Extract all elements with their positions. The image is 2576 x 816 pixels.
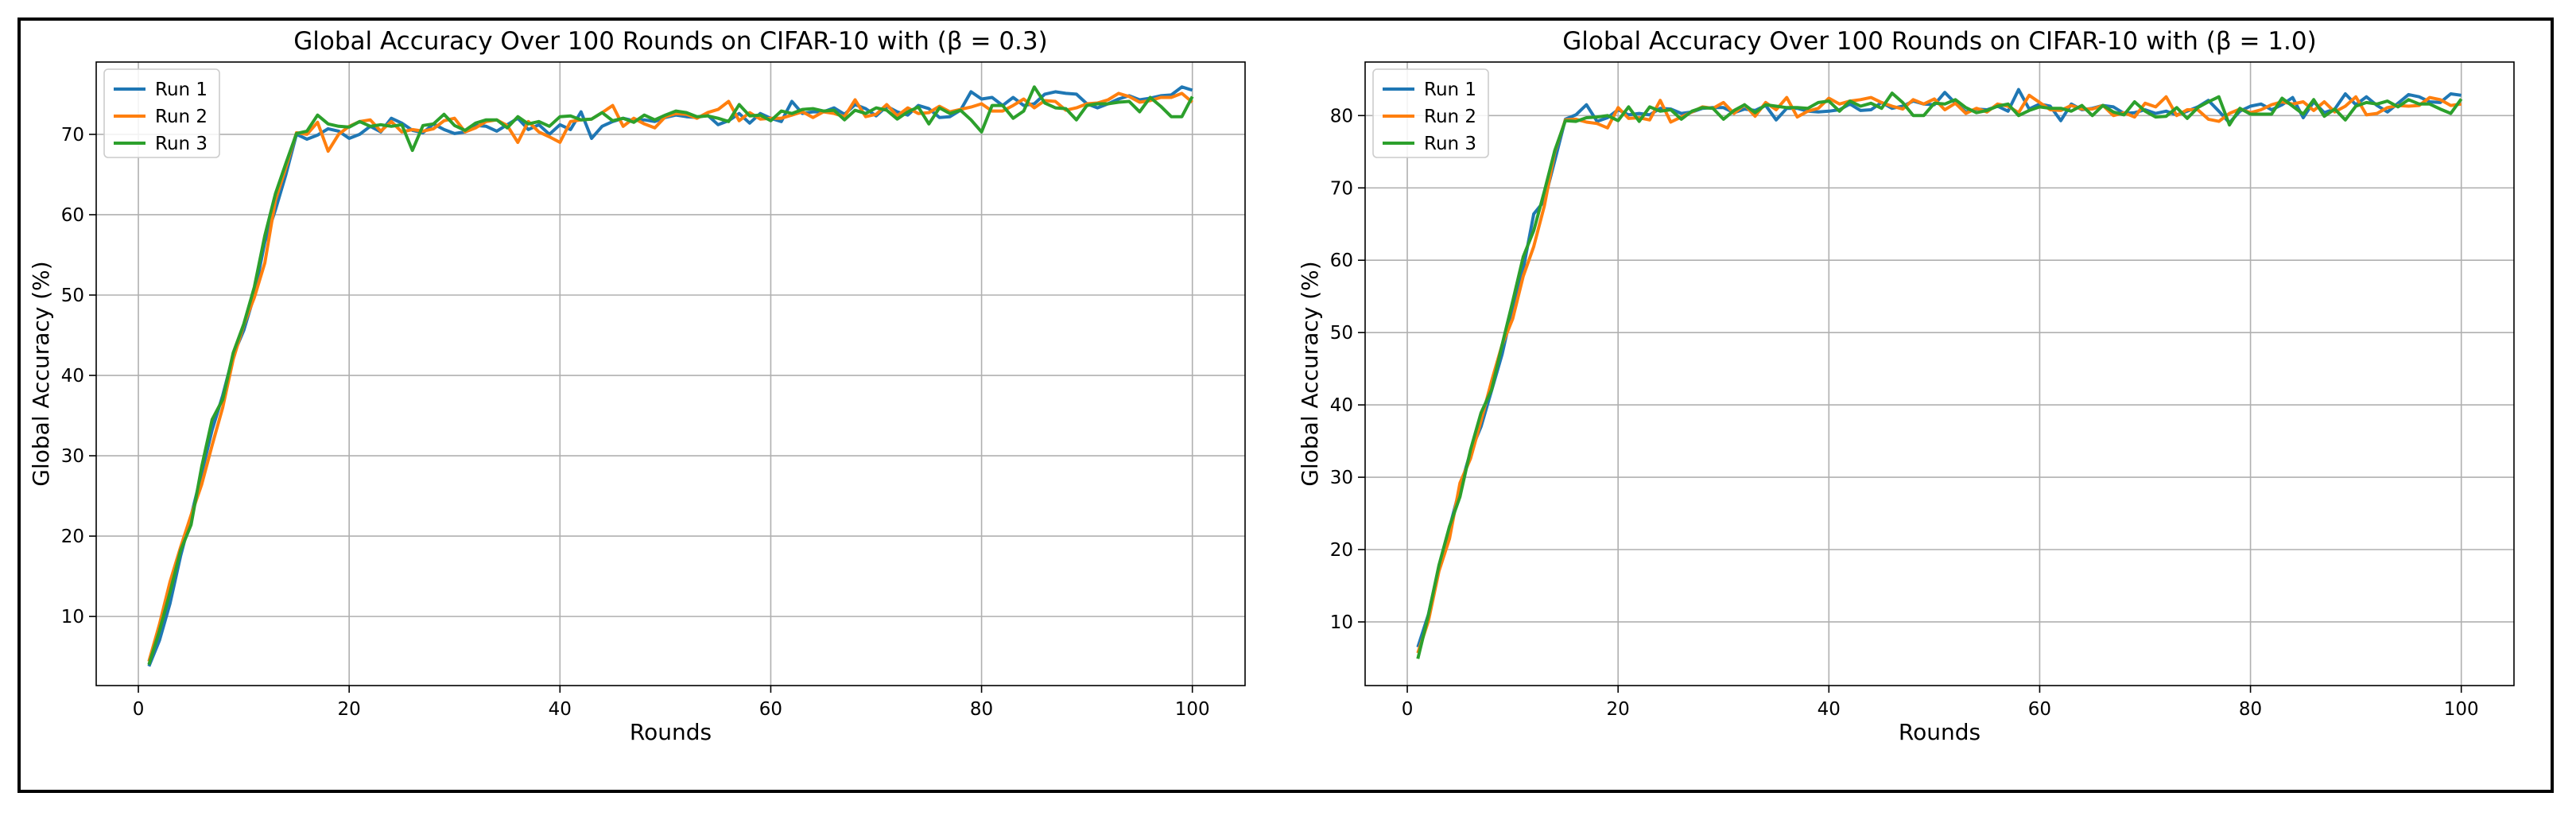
y-tick-label: 10 [61, 607, 84, 628]
y-tick-label: 30 [1330, 468, 1353, 488]
y-tick-label: 70 [1330, 178, 1353, 199]
series-lines [1416, 87, 2463, 659]
chart-beta-1.0: Global Accuracy Over 100 Rounds on CIFAR… [1297, 27, 2515, 745]
legend: Run 1 Run 2 Run 3 [103, 68, 220, 158]
x-tick-label: 40 [1818, 699, 1841, 720]
y-tick-label: 30 [61, 446, 84, 467]
y-tick-label: 20 [1330, 540, 1353, 561]
y-tick-label: 40 [61, 366, 84, 387]
x-tick-label: 20 [1607, 699, 1630, 720]
series-line-run-1 [1416, 87, 2462, 648]
legend-label: Run 1 [155, 80, 208, 100]
axis-ticks: 0 20 40 60 80 100 10 20 30 40 50 60 70 80 [1330, 106, 2479, 720]
legend-label: Run 3 [1424, 134, 1476, 154]
y-tick-label: 10 [1330, 612, 1353, 633]
x-tick-label: 80 [2239, 699, 2262, 720]
y-tick-label: 60 [61, 205, 84, 226]
series-line-run-1 [147, 85, 1193, 667]
x-axis-label: Rounds [630, 719, 712, 745]
series-line-run-2 [1416, 93, 2462, 654]
x-tick-label: 60 [759, 699, 782, 720]
y-axis-label: Global Accuracy (%) [1297, 261, 1323, 486]
plot-area [95, 61, 1246, 686]
x-tick-label: 0 [1402, 699, 1414, 720]
legend-box [1372, 68, 1489, 158]
x-tick-label: 100 [2444, 699, 2479, 720]
legend: Run 1 Run 2 Run 3 [1372, 68, 1489, 158]
y-tick-label: 70 [61, 125, 84, 146]
x-tick-label: 20 [338, 699, 361, 720]
y-tick-label: 40 [1330, 395, 1353, 416]
chart-beta-0.3: Global Accuracy Over 100 Rounds on CIFAR… [28, 27, 1246, 745]
legend-label: Run 1 [1424, 80, 1476, 100]
y-tick-label: 50 [1330, 323, 1353, 344]
grid-lines [1365, 62, 2514, 686]
y-axis-label: Global Accuracy (%) [28, 261, 54, 486]
legend-label: Run 2 [1424, 107, 1476, 127]
legend-box [103, 68, 220, 158]
axis-ticks: 0 20 40 60 80 100 10 20 30 40 50 60 70 [61, 125, 1210, 720]
plot-area [1364, 61, 2515, 686]
y-tick-label: 20 [61, 527, 84, 547]
series-line-run-3 [1416, 91, 2463, 659]
x-axis-label: Rounds [1899, 719, 1980, 745]
series-line-run-2 [147, 91, 1193, 663]
x-tick-label: 0 [133, 699, 145, 720]
chart-title: Global Accuracy Over 100 Rounds on CIFAR… [1562, 27, 2316, 56]
y-tick-label: 80 [1330, 106, 1353, 126]
series-line-run-3 [147, 85, 1194, 666]
series-lines [147, 85, 1194, 667]
legend-label: Run 3 [155, 134, 208, 154]
x-tick-label: 40 [549, 699, 572, 720]
grid-lines [96, 62, 1245, 686]
x-tick-label: 80 [970, 699, 993, 720]
chart-title: Global Accuracy Over 100 Rounds on CIFAR… [293, 27, 1047, 56]
x-tick-label: 60 [2028, 699, 2051, 720]
y-tick-label: 50 [61, 286, 84, 306]
x-tick-label: 100 [1175, 699, 1210, 720]
legend-label: Run 2 [155, 107, 208, 127]
y-tick-label: 60 [1330, 251, 1353, 271]
